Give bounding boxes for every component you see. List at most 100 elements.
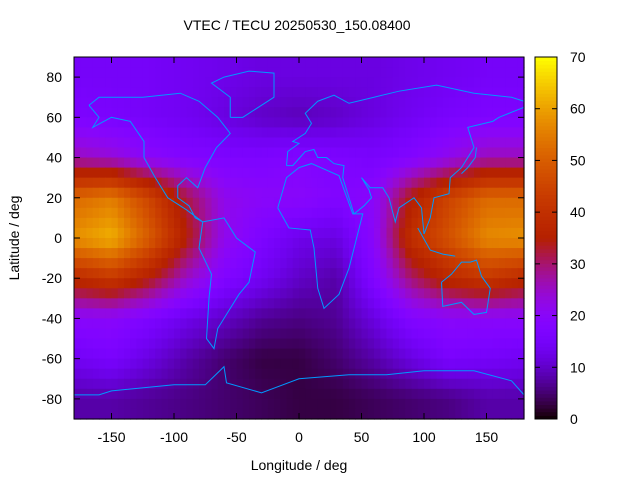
heat-cell <box>305 238 313 249</box>
heat-cell <box>142 308 150 320</box>
heat-cell <box>186 388 194 400</box>
heat-cell <box>180 378 188 390</box>
heat-cell <box>74 77 81 88</box>
heat-cell <box>436 348 444 360</box>
heat-cell <box>474 107 481 118</box>
heat-cell <box>424 388 431 400</box>
heat-cell <box>374 187 381 199</box>
heat-cell <box>211 348 219 360</box>
heat-cell <box>417 197 425 209</box>
heat-cell <box>499 147 506 159</box>
heat-cell <box>236 318 244 330</box>
heat-cell <box>155 358 163 370</box>
heat-cell <box>280 358 288 370</box>
heat-cell <box>330 217 338 229</box>
heat-cell <box>236 117 244 128</box>
heat-cell <box>361 67 369 78</box>
heat-cell <box>274 197 281 209</box>
colorbar-segment <box>535 234 557 239</box>
heat-cell <box>461 288 469 299</box>
heat-cell <box>99 67 106 78</box>
heat-cell <box>342 358 350 370</box>
heat-cell <box>374 107 381 118</box>
colorbar-segment <box>535 85 557 91</box>
heat-cell <box>230 137 238 149</box>
heat-cell <box>142 67 150 78</box>
colorbar-segment <box>535 339 557 344</box>
heat-cell <box>136 328 144 340</box>
heat-cell <box>130 137 138 149</box>
heat-cell <box>480 348 488 360</box>
heat-cell <box>242 318 250 330</box>
heat-cell <box>386 107 394 118</box>
heat-cell <box>292 408 300 420</box>
colorbar-segment <box>535 75 557 80</box>
heat-cell <box>424 248 431 259</box>
heat-cell <box>361 147 369 159</box>
heat-cell <box>111 147 119 159</box>
heat-cell <box>330 197 338 209</box>
heat-cell <box>92 147 100 159</box>
heat-cell <box>455 197 463 209</box>
heat-cell <box>261 368 269 380</box>
heat-cell <box>299 238 306 249</box>
heat-cell <box>511 167 519 179</box>
heat-cell <box>449 227 456 239</box>
heat-cell <box>136 137 144 149</box>
heat-cell <box>399 298 406 309</box>
heat-cell <box>192 358 200 370</box>
heat-cell <box>105 167 113 179</box>
heat-cell <box>149 298 156 309</box>
heat-cell <box>311 97 319 108</box>
heat-cell <box>380 87 388 98</box>
heat-cell <box>255 398 263 410</box>
heat-cell <box>424 318 431 330</box>
heat-cell <box>436 328 444 340</box>
heat-cell <box>130 238 138 249</box>
heat-cell <box>342 398 350 410</box>
heat-cell <box>499 97 506 108</box>
heat-cell <box>86 137 94 149</box>
heat-cell <box>330 348 338 360</box>
heat-cell <box>424 67 431 78</box>
heat-cell <box>442 308 450 320</box>
heat-cell <box>261 227 269 239</box>
heat-cell <box>492 157 500 169</box>
heat-cell <box>130 378 138 390</box>
heat-cell <box>86 77 94 88</box>
heat-cell <box>167 97 175 108</box>
heat-cell <box>74 157 81 169</box>
heat-cell <box>449 378 456 390</box>
heat-cell <box>455 298 463 309</box>
heat-cell <box>311 268 319 279</box>
heat-cell <box>467 398 475 410</box>
colorbar-segment <box>535 100 557 105</box>
heat-cell <box>405 238 413 249</box>
heat-cell <box>286 87 294 98</box>
heat-cell <box>442 137 450 149</box>
heat-cell <box>424 227 431 239</box>
heat-cell <box>199 77 206 88</box>
heat-cell <box>424 207 431 219</box>
heat-cell <box>342 278 350 289</box>
heat-cell <box>205 408 213 420</box>
colorbar-segment <box>535 147 557 152</box>
heat-cell <box>511 177 519 189</box>
heat-cell <box>86 248 94 259</box>
heat-cell <box>417 87 425 98</box>
heat-cell <box>167 57 175 68</box>
heat-cell <box>355 227 363 239</box>
heat-cell <box>199 147 206 159</box>
heat-cell <box>424 298 431 309</box>
colorbar-segment <box>535 306 557 311</box>
heat-cell <box>155 338 163 350</box>
heat-cell <box>255 167 263 179</box>
heat-cell <box>205 378 213 390</box>
heat-cell <box>417 117 425 128</box>
heat-cell <box>442 57 450 68</box>
heat-cell <box>299 408 306 420</box>
heat-cell <box>380 408 388 420</box>
heat-cell <box>461 358 469 370</box>
heat-cell <box>280 167 288 179</box>
heat-cell <box>392 238 400 249</box>
